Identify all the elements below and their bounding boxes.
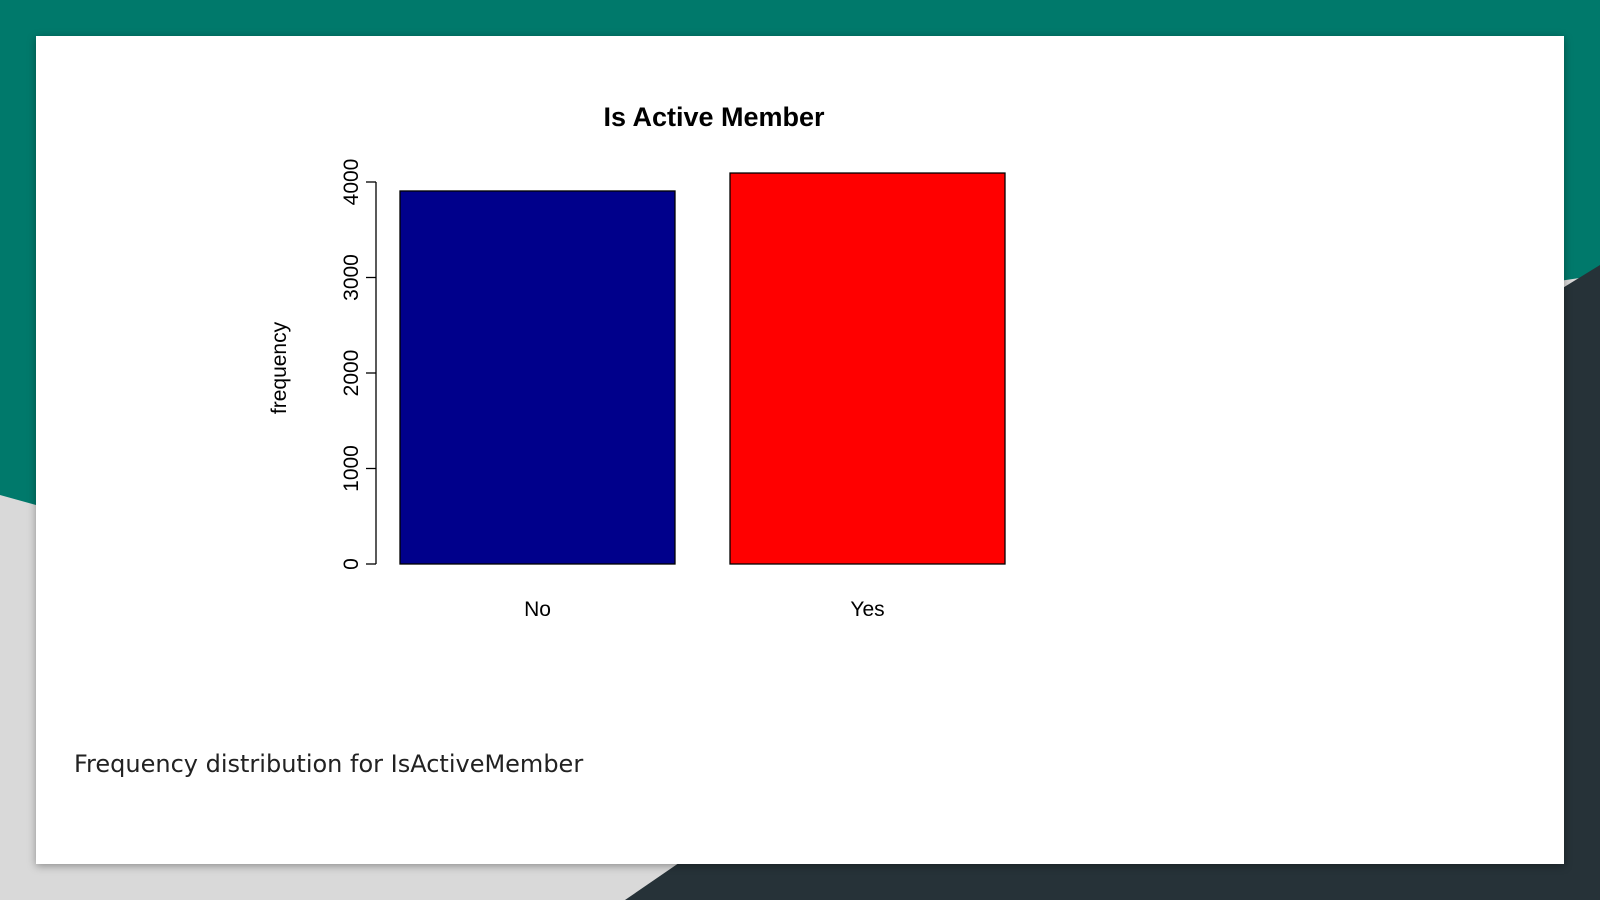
bar-chart: Is Active Member frequency 0 1000 2000 3000… <box>268 102 1006 621</box>
x-axis-labels: No Yes <box>524 598 885 621</box>
y-tick-label: 4000 <box>340 159 363 206</box>
y-tick-label: 3000 <box>340 254 363 301</box>
slide-card: Is Active Member frequency 0 1000 2000 3000… <box>36 36 1564 864</box>
bars <box>399 172 1006 565</box>
chart-title: Is Active Member <box>603 102 825 132</box>
slide-caption: Frequency distribution for IsActiveMembe… <box>74 750 584 778</box>
bar-yes <box>729 172 1006 565</box>
y-tick-label: 0 <box>340 558 363 570</box>
x-tick-label: No <box>524 598 551 621</box>
bar-no <box>399 190 676 565</box>
x-tick-label: Yes <box>850 598 884 621</box>
y-tick-label: 1000 <box>340 445 363 492</box>
y-axis-label: frequency <box>268 321 291 414</box>
y-axis: 0 1000 2000 3000 4000 <box>340 159 377 570</box>
y-tick-label: 2000 <box>340 350 363 397</box>
